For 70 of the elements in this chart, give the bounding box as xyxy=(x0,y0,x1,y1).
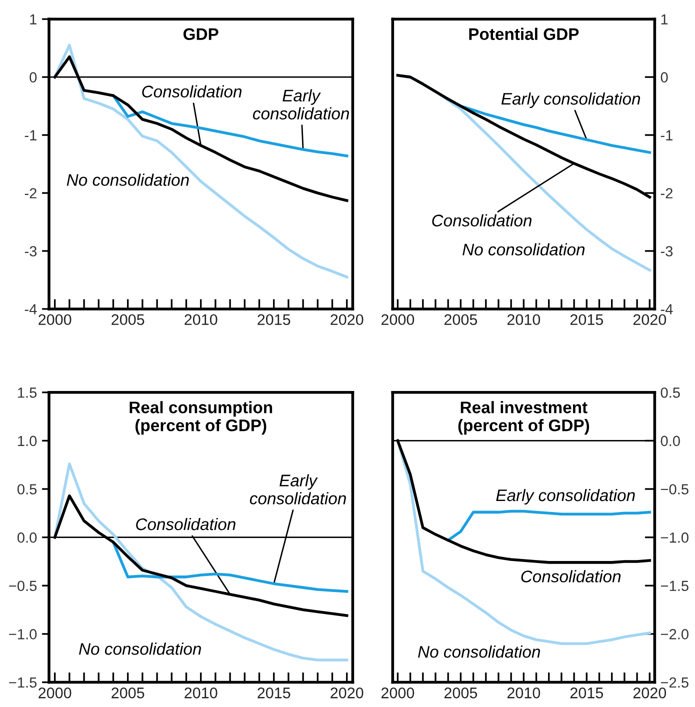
line-series xyxy=(53,44,348,278)
line-series xyxy=(396,439,652,645)
y-tick-label: −2.0 xyxy=(660,629,688,640)
y-tick-label: 0.0 xyxy=(17,532,37,543)
text: Real investment (percent of GDP) xyxy=(458,401,590,435)
x-tick-label: 2020 xyxy=(633,688,666,698)
chart-title: Potential GDP xyxy=(469,28,579,40)
y-tick-label: 0.0 xyxy=(660,436,680,446)
y-tick-label: −1.0 xyxy=(660,532,688,543)
y-tick-label: -2 xyxy=(24,188,36,198)
series-label: No consolidation xyxy=(79,642,201,655)
line-series xyxy=(396,439,652,564)
x-tick-label: 2020 xyxy=(633,314,666,326)
series-label: No consolidation xyxy=(66,174,189,186)
x-tick-label: 2010 xyxy=(507,314,540,326)
x-tick-label: 2015 xyxy=(258,314,290,326)
series-label: Consolidation xyxy=(521,570,621,582)
x-tick-label: 2020 xyxy=(330,688,364,698)
y-tick-label: −1.5 xyxy=(660,580,688,592)
series-label: No consolidation xyxy=(418,646,540,658)
x-tick-label: 2015 xyxy=(570,688,604,698)
x-tick-label: 2010 xyxy=(184,688,218,698)
x-tick-label: 2010 xyxy=(184,314,218,326)
y-tick-label: -4 xyxy=(24,304,37,314)
x-tick-label: 2005 xyxy=(112,314,144,326)
x-tick-label: 2000 xyxy=(381,688,414,698)
y-tick-label: −0.5 xyxy=(660,484,688,494)
y-tick-label: −1.5 xyxy=(9,678,37,688)
text: Early consolidation xyxy=(250,474,346,504)
line-series xyxy=(112,540,348,593)
series-label: Consolidation xyxy=(142,85,242,98)
chart-title: GDP xyxy=(183,28,218,40)
y-tick-label: -2 xyxy=(660,188,672,198)
x-tick-label: 2005 xyxy=(444,688,478,698)
series-label: Early consolidation xyxy=(496,488,635,505)
x-tick-label: 2005 xyxy=(112,688,144,698)
series-label: Early consolidation xyxy=(252,89,349,120)
text: Real consumption (percent of GDP) xyxy=(130,401,272,435)
y-tick-label: 0.5 xyxy=(17,484,37,494)
x-tick-label: 2000 xyxy=(38,688,72,698)
x-tick-label: 2000 xyxy=(381,314,414,326)
y-tick-label: 1 xyxy=(661,14,668,24)
line-series xyxy=(446,510,652,542)
x-tick-label: 2005 xyxy=(444,314,478,326)
line-series xyxy=(53,494,348,617)
y-tick-label: 0 xyxy=(660,72,668,82)
y-tick-label: -1 xyxy=(24,130,36,140)
y-tick-label: −0.5 xyxy=(9,580,37,592)
y-tick-label: −1.0 xyxy=(9,629,37,640)
series-label: Consolidation xyxy=(136,518,236,530)
y-tick-label: 0.5 xyxy=(660,387,680,398)
x-tick-label: 2015 xyxy=(258,688,290,698)
series-label: Early consolidation xyxy=(501,92,640,108)
x-tick-label: 2000 xyxy=(38,314,72,326)
y-tick-label: 1.5 xyxy=(18,388,37,398)
line-series xyxy=(53,462,348,662)
y-tick-label: 0 xyxy=(30,72,37,82)
x-tick-label: 2020 xyxy=(330,314,364,326)
y-tick-label: -3 xyxy=(24,246,37,256)
text: Consolidation xyxy=(432,214,532,226)
line-series xyxy=(53,55,348,202)
y-tick-label: 1.0 xyxy=(18,436,37,446)
series-label: No consolidation xyxy=(462,243,585,256)
y-tick-label: −2.5 xyxy=(660,677,688,688)
y-tick-label: -3 xyxy=(660,246,673,256)
y-tick-label: -1 xyxy=(660,130,672,140)
x-tick-label: 2010 xyxy=(507,688,540,698)
y-tick-label: -4 xyxy=(660,304,673,314)
x-tick-label: 2015 xyxy=(570,314,604,326)
y-tick-label: 1 xyxy=(30,14,36,24)
